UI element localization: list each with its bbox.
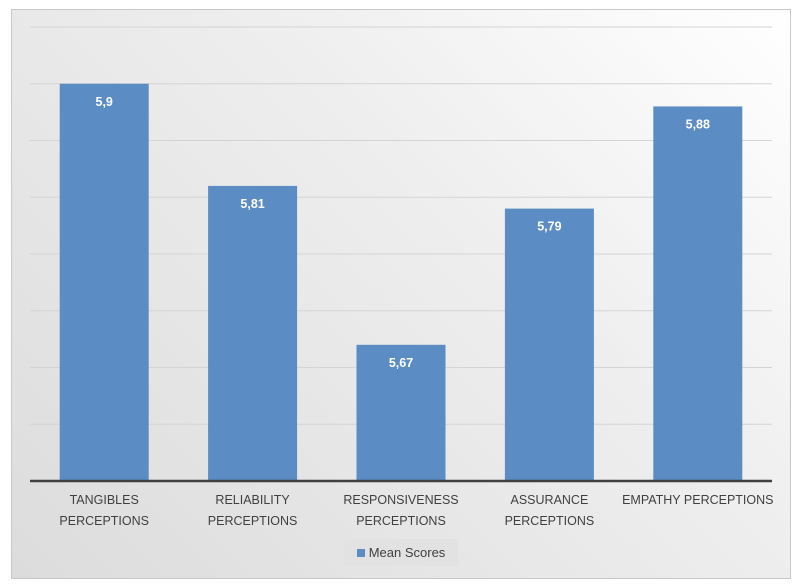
x-tick-label: PERCEPTIONS [59,514,149,528]
data-label: 5,9 [96,95,113,109]
data-label: 5,67 [389,356,413,370]
data-label: 5,79 [537,220,561,234]
x-tick-label: RESPONSIVENESS [343,493,458,507]
bar [208,185,298,481]
x-tick-label: TANGIBLES [70,493,139,507]
x-tick-label: EMPATHY PERCEPTIONS [622,493,773,507]
bar [59,83,149,481]
x-tick-label: PERCEPTIONS [505,514,595,528]
data-label: 5,81 [240,197,264,211]
legend-swatch [356,548,365,557]
x-tick-label: ASSURANCE [511,493,589,507]
data-label: 5,88 [686,117,710,131]
legend: Mean Scores [344,539,458,566]
legend-label: Mean Scores [368,545,446,560]
x-tick-label: RELIABILITY [215,493,290,507]
bar [504,208,594,481]
bar [653,106,743,481]
x-tick-label: PERCEPTIONS [356,514,446,528]
x-tick-label: PERCEPTIONS [208,514,298,528]
bar [356,344,446,481]
